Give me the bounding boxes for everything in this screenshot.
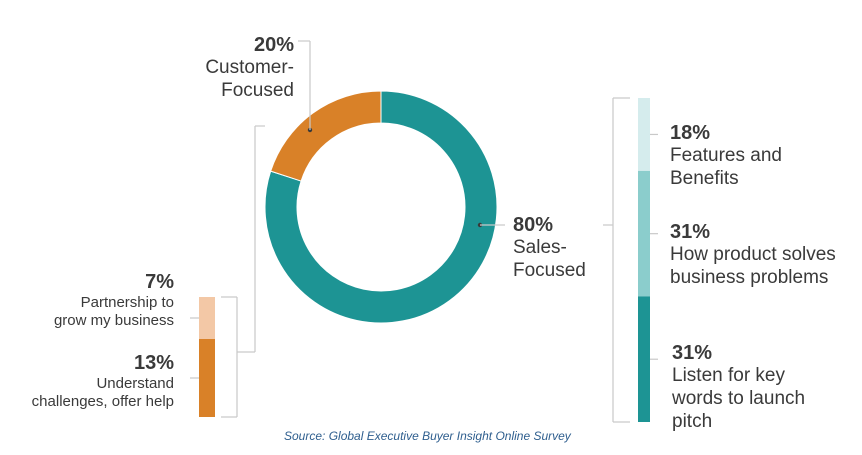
sales-focused-line-2: Focused <box>513 259 586 281</box>
features-benefits-label: 18% Features and Benefits <box>670 121 860 191</box>
bar-segment-listen-for-key-words-to-launch-pitch <box>638 296 650 422</box>
listen-keywords-line-1: Listen for key <box>672 365 785 386</box>
features-benefits-percent: 18% <box>670 122 711 144</box>
customer-focused-label: 20% Customer- Focused <box>168 33 294 103</box>
bar-segment-how-product-solves-business-problems <box>638 170 650 297</box>
features-benefits-line-2: Benefits <box>670 167 739 189</box>
partnership-line-1: Partnership to <box>80 294 174 311</box>
partnership-percent: 7% <box>145 271 174 293</box>
listen-keywords-percent: 31% <box>672 342 713 364</box>
bar-segment-partnership-to-grow-my-business <box>199 297 215 339</box>
partnership-label: 7% Partnership to grow my business <box>6 270 174 330</box>
source-note: Source: Global Executive Buyer Insight O… <box>284 429 571 443</box>
customer-focused-percent: 20% <box>253 34 294 56</box>
understand-percent: 13% <box>133 352 174 374</box>
listen-keywords-label: 31% Listen for key words to launch pitch <box>672 341 858 433</box>
sales-focused-percent: 80% <box>513 214 554 236</box>
customer-focused-line-1: Customer- <box>205 57 294 78</box>
connector-lines <box>190 40 658 423</box>
donut-slice-sales-focused <box>264 90 498 324</box>
bar-segment-understand-challenges-offer-help <box>199 339 215 417</box>
solves-problems-percent: 31% <box>670 221 711 243</box>
solves-problems-label: 31% How product solves business problems <box>670 220 860 290</box>
partnership-line-2: grow my business <box>53 312 174 329</box>
customer-focused-line-2: Focused <box>221 79 294 101</box>
sales-focused-line-1: Sales- <box>513 237 567 258</box>
understand-label: 13% Understand challenges, offer help <box>6 351 174 411</box>
bar-segment-features-and-benefits <box>638 98 650 171</box>
solves-problems-line-2: business problems <box>670 266 829 288</box>
donut-chart <box>264 90 498 324</box>
sales-focused-label: 80% Sales- Focused <box>513 213 613 283</box>
understand-line-2: challenges, offer help <box>31 393 174 410</box>
solves-problems-line-1: How product solves <box>670 244 836 265</box>
listen-keywords-line-3: pitch <box>672 410 713 432</box>
donut-slice-customer-focused <box>270 90 382 182</box>
understand-line-1: Understand <box>96 375 174 392</box>
customer-breakdown-bar <box>199 297 215 417</box>
sales-breakdown-bar <box>638 98 650 422</box>
features-benefits-line-1: Features and <box>670 145 782 166</box>
listen-keywords-line-2: words to launch <box>672 387 806 409</box>
